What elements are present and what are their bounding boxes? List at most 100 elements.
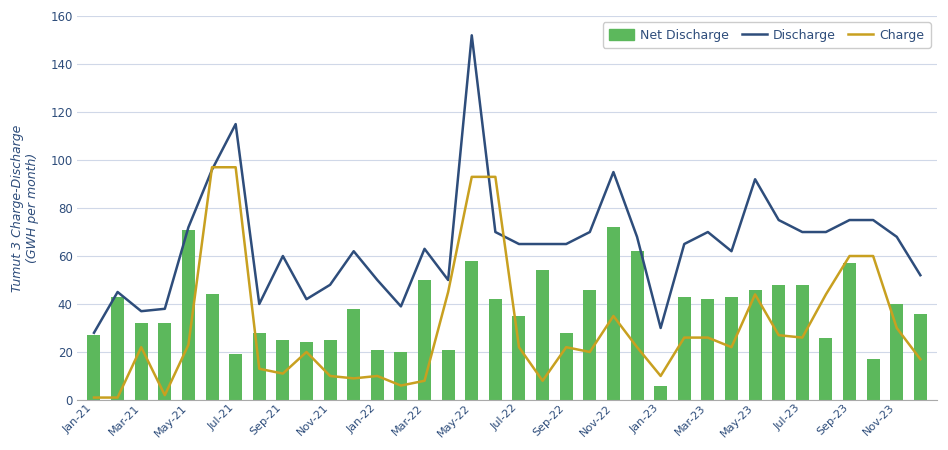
Bar: [489, 299, 501, 400]
Discharge: [820, 230, 831, 235]
Charge: [867, 253, 879, 259]
Charge: [348, 376, 359, 381]
Discharge: [443, 277, 454, 283]
Discharge: [277, 253, 288, 259]
Discharge: [207, 167, 218, 172]
Bar: [819, 338, 832, 400]
Discharge: [726, 248, 738, 254]
Discharge: [796, 230, 808, 235]
Discharge: [348, 248, 359, 254]
Discharge: [773, 217, 784, 223]
Discharge: [915, 273, 926, 278]
Discharge: [608, 169, 619, 175]
Charge: [631, 345, 643, 350]
Charge: [301, 349, 312, 355]
Charge: [560, 345, 572, 350]
Bar: [442, 350, 455, 400]
Bar: [418, 280, 431, 400]
Discharge: [844, 217, 855, 223]
Bar: [749, 290, 761, 400]
Charge: [796, 335, 808, 340]
Bar: [465, 261, 478, 400]
Discharge: [395, 304, 407, 309]
Charge: [112, 395, 123, 400]
Charge: [466, 174, 478, 180]
Discharge: [560, 241, 572, 247]
Charge: [891, 325, 902, 331]
Charge: [584, 349, 595, 355]
Bar: [182, 230, 195, 400]
Bar: [537, 270, 549, 400]
Charge: [183, 342, 194, 347]
Charge: [395, 383, 407, 388]
Charge: [159, 392, 171, 398]
Charge: [88, 395, 100, 400]
Bar: [559, 333, 573, 400]
Bar: [323, 340, 337, 400]
Charge: [820, 292, 831, 297]
Discharge: [183, 225, 194, 230]
Bar: [253, 333, 265, 400]
Discharge: [230, 122, 242, 127]
Discharge: [301, 297, 312, 302]
Discharge: [679, 241, 690, 247]
Charge: [679, 335, 690, 340]
Bar: [914, 314, 927, 400]
Bar: [371, 350, 384, 400]
Bar: [795, 285, 809, 400]
Discharge: [466, 32, 478, 38]
Charge: [230, 165, 242, 170]
Bar: [607, 227, 620, 400]
Charge: [773, 333, 784, 338]
Charge: [372, 373, 383, 378]
Discharge: [631, 234, 643, 239]
Discharge: [324, 282, 336, 288]
Discharge: [88, 330, 100, 336]
Charge: [915, 356, 926, 362]
Bar: [725, 297, 738, 400]
Y-axis label: Tumut 3 Charge-Discharge
(GWH per month): Tumut 3 Charge-Discharge (GWH per month): [11, 124, 39, 292]
Bar: [630, 251, 644, 400]
Line: Discharge: Discharge: [94, 35, 921, 333]
Charge: [702, 335, 714, 340]
Charge: [844, 253, 855, 259]
Charge: [726, 345, 738, 350]
Charge: [277, 371, 288, 376]
Charge: [207, 165, 218, 170]
Bar: [678, 297, 691, 400]
Charge: [253, 366, 264, 371]
Charge: [750, 292, 761, 297]
Discharge: [159, 306, 171, 311]
Bar: [87, 335, 100, 400]
Line: Charge: Charge: [94, 167, 921, 397]
Discharge: [419, 246, 430, 252]
Bar: [394, 352, 408, 400]
Charge: [537, 378, 548, 383]
Bar: [206, 294, 219, 400]
Discharge: [867, 217, 879, 223]
Discharge: [253, 302, 264, 307]
Charge: [324, 373, 336, 378]
Bar: [229, 355, 242, 400]
Bar: [843, 263, 856, 400]
Bar: [300, 342, 313, 400]
Bar: [890, 304, 903, 400]
Discharge: [750, 176, 761, 182]
Bar: [158, 323, 172, 400]
Charge: [490, 174, 501, 180]
Discharge: [537, 241, 548, 247]
Bar: [583, 290, 596, 400]
Discharge: [136, 309, 147, 314]
Discharge: [513, 241, 524, 247]
Bar: [135, 323, 148, 400]
Bar: [654, 386, 667, 400]
Discharge: [490, 230, 501, 235]
Bar: [702, 299, 715, 400]
Bar: [347, 309, 360, 400]
Bar: [513, 316, 525, 400]
Discharge: [584, 230, 595, 235]
Discharge: [372, 277, 383, 283]
Discharge: [702, 230, 714, 235]
Charge: [608, 313, 619, 319]
Charge: [419, 378, 430, 383]
